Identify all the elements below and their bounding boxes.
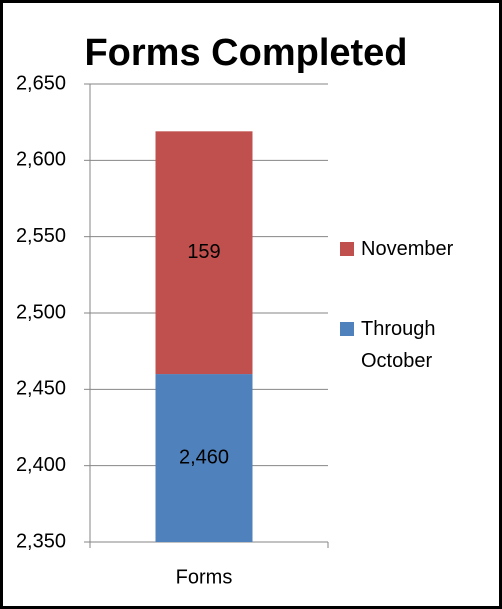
legend-item: Through October [340,313,471,377]
bar-segment [155,131,253,375]
y-tick-label: 2,600 [16,149,66,171]
y-tick-label: 2,450 [16,378,66,400]
legend-label: November [361,238,454,260]
y-tick-label: 2,500 [16,301,66,323]
legend-swatch [340,322,354,336]
legend-item: November [340,233,471,265]
y-tick-label: 2,550 [16,225,66,247]
data-label: 159 [187,241,220,263]
legend-label: Through October [361,318,436,372]
y-tick-label: 2,350 [16,530,66,552]
y-tick-label: 2,650 [16,72,66,94]
y-tick-label: 2,400 [16,454,66,476]
bar-segment [155,374,253,542]
legend-swatch [340,242,354,256]
data-label: 2,460 [179,446,229,468]
chart-title: Forms Completed [84,32,407,74]
x-tick-label: Forms [176,566,233,588]
